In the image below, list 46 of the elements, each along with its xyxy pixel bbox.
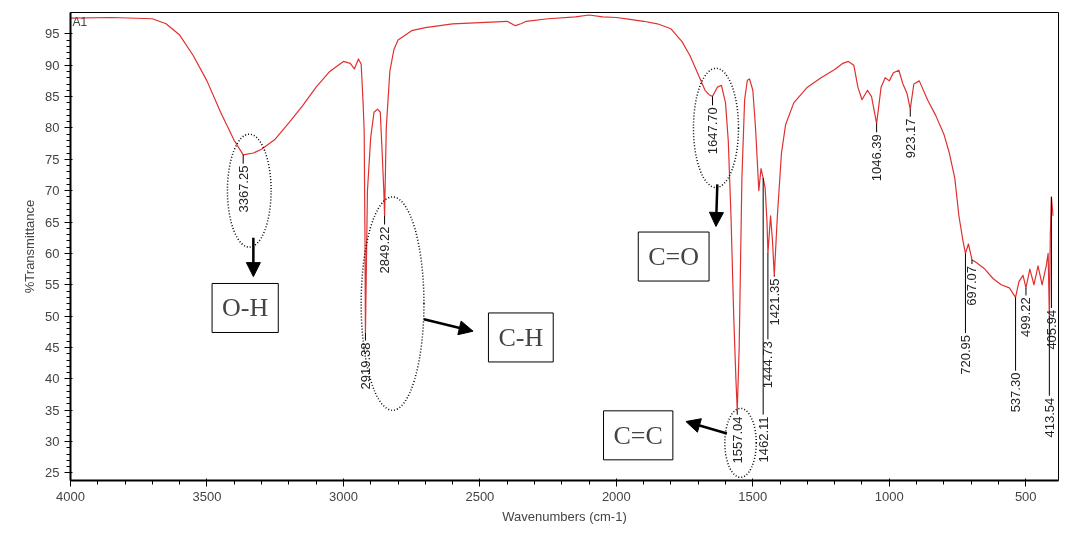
annotation: O-H <box>222 293 269 323</box>
y-axis-title: %Transmittance <box>22 199 38 294</box>
annotation: 1046.39 <box>869 134 885 182</box>
y-tick-label: 30 <box>45 434 60 450</box>
x-tick-label: 2500 <box>465 488 495 504</box>
y-tick-label: 35 <box>45 402 60 418</box>
annotation: 1444.73 <box>760 341 776 389</box>
y-tick-label: 80 <box>45 120 60 136</box>
annotation: 697.07 <box>964 265 980 306</box>
annotation: C-H <box>498 322 544 352</box>
y-tick-label: 55 <box>45 277 60 293</box>
annotation: 405.94 <box>1043 309 1059 350</box>
x-tick-label: 3000 <box>328 488 358 504</box>
x-tick-label: 1000 <box>874 488 904 504</box>
annotation: 499.22 <box>1018 297 1034 338</box>
y-tick-label: 70 <box>45 183 60 199</box>
annotation: 1557.04 <box>729 416 745 464</box>
annotation: 923.17 <box>902 118 918 159</box>
chart-title: A1 <box>72 14 88 29</box>
y-tick-label: 85 <box>45 89 60 105</box>
x-tick-label: 1500 <box>738 488 768 504</box>
annotation: 1647.70 <box>705 107 721 155</box>
y-tick-label: 65 <box>45 214 60 230</box>
annotation: 413.54 <box>1041 397 1057 438</box>
y-tick-label: 95 <box>45 26 60 42</box>
y-tick-label: 50 <box>45 308 60 324</box>
annotation: 720.95 <box>957 334 973 375</box>
y-tick-label: 75 <box>45 151 60 167</box>
x-tick-label: 2000 <box>601 488 631 504</box>
annotation: 3367.25 <box>235 165 251 213</box>
y-tick-label: 25 <box>45 465 60 481</box>
annotation: 537.30 <box>1008 372 1024 413</box>
y-tick-label: 60 <box>45 245 60 261</box>
y-tick-label: 90 <box>45 57 60 73</box>
y-tick-label: 40 <box>45 371 60 387</box>
x-tick-label: 3500 <box>192 488 222 504</box>
annotation: C=O <box>648 242 700 272</box>
y-tick-label: 45 <box>45 340 60 355</box>
x-axis-title: Wavenumbers (cm-1) <box>502 508 627 524</box>
annotation: 1462.11 <box>755 416 771 463</box>
annotation: 2919.38 <box>357 342 373 390</box>
annotation: 1421.35 <box>766 278 782 326</box>
x-tick-label: 500 <box>1014 488 1037 504</box>
annotation: C=C <box>613 420 663 450</box>
x-tick-label: 4000 <box>56 488 85 504</box>
annotation: 2849.22 <box>377 226 393 274</box>
